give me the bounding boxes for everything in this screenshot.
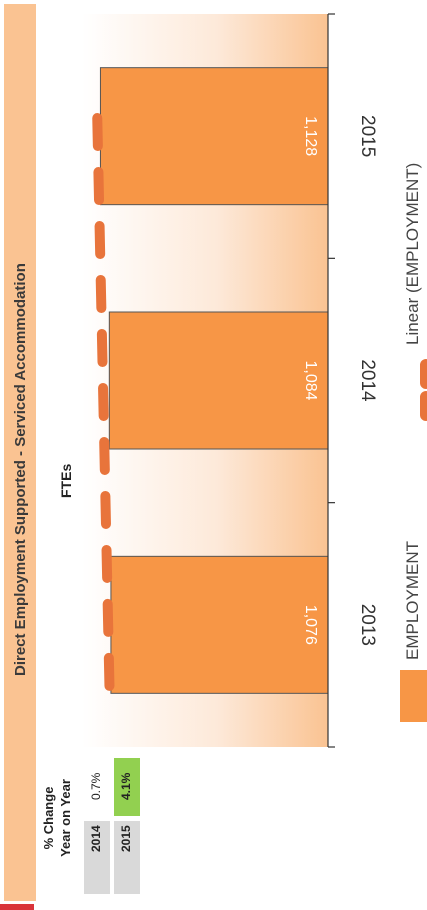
category-label-2015: 2015 xyxy=(357,115,378,157)
bar-2013 xyxy=(110,555,329,694)
yoy-row-2015-change-cell xyxy=(114,758,140,816)
yoy-row-2015-year-cell xyxy=(114,821,140,894)
category-label-2014: 2014 xyxy=(357,359,378,402)
legend: EMPLOYMENT Linear (EMPLOYMENT) xyxy=(400,163,427,722)
data-label-2013: 1,076 xyxy=(302,605,319,645)
trendline-linear-employment xyxy=(91,94,115,691)
yoy-row-2014-year-cell xyxy=(84,821,110,894)
data-label-2015: 1,128 xyxy=(302,116,319,156)
legend-label-employment: EMPLOYMENT xyxy=(403,541,422,660)
bars xyxy=(99,67,329,694)
legend-swatch-employment xyxy=(400,670,427,722)
category-ticks xyxy=(328,13,335,748)
labels: 1,076 2013 1,084 2014 1,128 2015 xyxy=(302,115,378,646)
legend-label-trendline: Linear (EMPLOYMENT) xyxy=(403,163,422,345)
bar-2015 xyxy=(99,67,329,206)
trendline xyxy=(91,94,115,691)
title-band xyxy=(4,4,36,901)
data-label-2014: 1,084 xyxy=(302,360,319,400)
bar-2014 xyxy=(108,311,329,450)
category-label-2013: 2013 xyxy=(357,604,378,646)
red-marker xyxy=(0,904,34,910)
